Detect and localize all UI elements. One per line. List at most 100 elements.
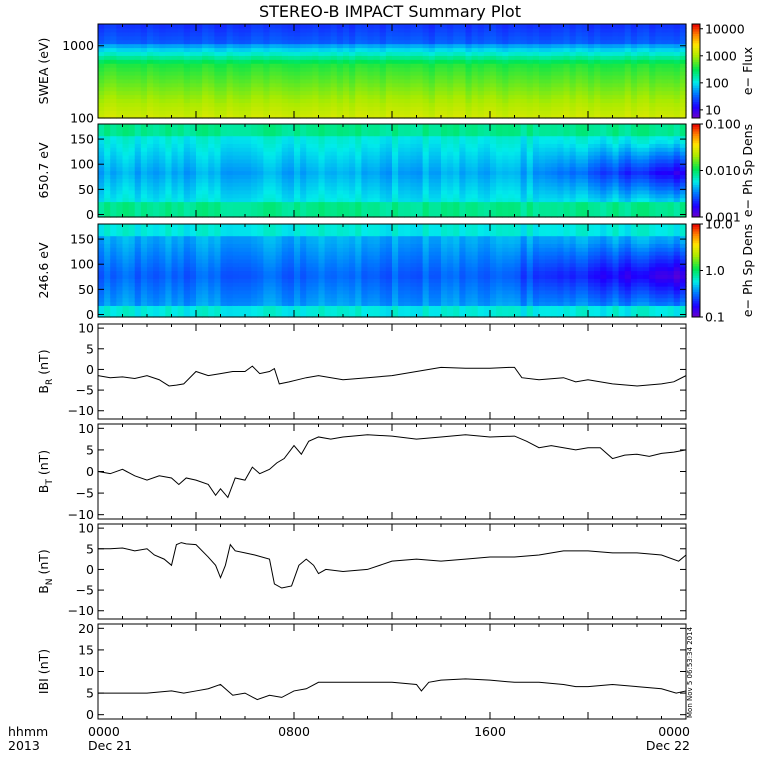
pad650-heatmap-cell <box>140 201 148 206</box>
swea-heatmap-cell <box>257 43 264 49</box>
swea-heatmap-cell <box>649 39 656 45</box>
pad650-colorbar-segment <box>692 168 700 172</box>
pad650-heatmap-cell <box>355 135 362 141</box>
pad650-heatmap-cell <box>330 135 338 141</box>
swea-heatmap-cell <box>122 102 130 107</box>
swea-heatmap-cell <box>447 39 454 45</box>
swea-heatmap-cell <box>110 74 117 80</box>
pad650-heatmap-cell <box>575 193 583 199</box>
pad650-heatmap-cell <box>557 127 565 133</box>
swea-heatmap-cell <box>471 27 479 33</box>
pad650-heatmap-cell <box>422 170 430 175</box>
swea-heatmap-cell <box>637 27 644 33</box>
swea-heatmap-cell <box>361 67 369 72</box>
swea-heatmap-cell <box>655 90 663 96</box>
pad650-heatmap-cell <box>453 170 460 175</box>
swea-heatmap-cell <box>575 67 583 72</box>
pad650-heatmap-cell <box>618 213 626 218</box>
swea-heatmap-cell <box>312 51 320 56</box>
pad650-heatmap-cell <box>545 193 552 199</box>
swea-heatmap-cell <box>177 102 185 107</box>
pad650-heatmap-cell <box>624 178 632 183</box>
swea-heatmap-cell <box>349 71 356 76</box>
swea-heatmap-cell <box>122 55 130 60</box>
pad650-heatmap-cell <box>557 170 565 175</box>
swea-heatmap-cell <box>140 55 148 60</box>
pad650-heatmap-cell <box>128 127 136 133</box>
pad650-heatmap-cell <box>624 135 632 141</box>
swea-heatmap-cell <box>330 82 338 88</box>
pad650-heatmap-cell <box>220 197 228 203</box>
swea-heatmap-cell <box>196 59 203 64</box>
pad650-heatmap-cell <box>208 147 215 152</box>
pad650-heatmap-cell <box>373 201 381 206</box>
pad650-heatmap-cell <box>624 197 632 203</box>
swea-heatmap-cell <box>514 74 522 80</box>
swea-heatmap-cell <box>490 55 497 60</box>
pad650-heatmap-cell <box>153 209 160 214</box>
pad650-heatmap-cell <box>110 193 117 199</box>
swea-heatmap-cell <box>189 78 197 84</box>
swea-heatmap-cell <box>643 43 650 49</box>
pad650-heatmap-cell <box>649 124 656 129</box>
swea-heatmap-cell <box>520 90 528 96</box>
pad650-heatmap-cell <box>422 151 430 156</box>
swea-heatmap-cell <box>581 102 589 107</box>
swea-heatmap-cell <box>202 35 209 41</box>
pad650-heatmap-cell <box>588 155 595 160</box>
pad650-heatmap-cell <box>539 124 546 129</box>
swea-heatmap-cell <box>410 94 418 100</box>
pad650-heatmap-cell <box>404 201 411 206</box>
pad650-heatmap-cell <box>416 189 424 195</box>
pad650-heatmap-cell <box>147 131 154 137</box>
swea-heatmap-cell <box>226 59 234 64</box>
swea-heatmap-cell <box>637 63 644 68</box>
pad650-heatmap-cell <box>361 213 369 218</box>
pad650-heatmap-cell <box>140 178 148 183</box>
pad650-heatmap-cell <box>300 158 307 164</box>
pad650-heatmap-cell <box>134 213 142 218</box>
swea-heatmap-cell <box>594 71 601 76</box>
swea-heatmap-cell <box>581 55 589 60</box>
swea-heatmap-cell <box>649 51 656 56</box>
pad650-heatmap-cell <box>410 174 418 179</box>
swea-heatmap-cell <box>257 47 264 53</box>
pad650-heatmap-cell <box>263 174 271 179</box>
swea-heatmap-cell <box>428 74 436 80</box>
swea-heatmap-cell <box>110 27 117 33</box>
pad246-heatmap-cell <box>122 313 130 318</box>
pad650-heatmap-cell <box>104 131 111 137</box>
pad650-heatmap-cell <box>416 170 424 175</box>
swea-heatmap-cell <box>563 27 571 33</box>
swea-heatmap-cell <box>110 51 117 56</box>
swea-heatmap-cell <box>165 63 173 68</box>
pad650-heatmap-cell <box>165 170 173 175</box>
pad650-heatmap-cell <box>661 135 669 141</box>
pad650-heatmap-cell <box>171 147 179 152</box>
pad650-heatmap-cell <box>428 124 436 129</box>
pad650-colorbar-segment <box>692 184 700 188</box>
pad650-heatmap-cell <box>202 170 209 175</box>
pad650-heatmap-cell <box>361 182 369 187</box>
pad246-heatmap-cell <box>122 251 130 256</box>
pad650-heatmap-cell <box>532 189 540 195</box>
pad650-heatmap-cell <box>189 158 197 164</box>
swea-heatmap-cell <box>355 74 362 80</box>
pad650-heatmap-cell <box>183 124 191 129</box>
pad650-heatmap-cell <box>649 197 656 203</box>
swea-heatmap-cell <box>122 31 130 37</box>
swea-heatmap-cell <box>404 94 411 100</box>
pad650-heatmap-cell <box>649 131 656 137</box>
pad650-heatmap-cell <box>128 143 136 148</box>
swea-heatmap-cell <box>196 67 203 72</box>
pad650-heatmap-cell <box>98 182 105 187</box>
pad650-heatmap-cell <box>379 151 387 156</box>
swea-heatmap-cell <box>465 78 473 84</box>
pad650-heatmap-cell <box>294 170 301 175</box>
pad650-heatmap-cell <box>447 147 454 152</box>
swea-heatmap-cell <box>202 24 209 29</box>
swea-heatmap-cell <box>392 90 399 96</box>
swea-heatmap-cell <box>667 51 675 56</box>
pad650-heatmap-cell <box>196 174 203 179</box>
